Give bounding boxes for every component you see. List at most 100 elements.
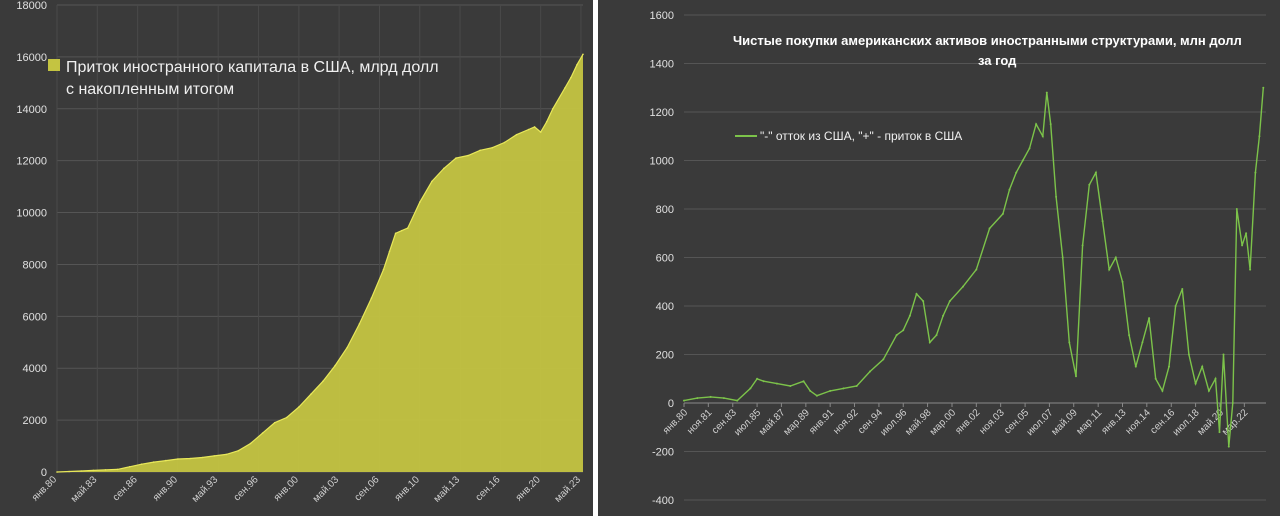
x-tick-label: сен.06 [353, 474, 382, 503]
data-point [829, 389, 832, 392]
data-point [1035, 123, 1038, 126]
data-point [1201, 365, 1204, 368]
x-tick-label: мар.11 [1074, 407, 1104, 437]
legend-label: "-" отток из США, "+" - приток в США [760, 129, 962, 143]
data-point [128, 466, 131, 468]
x-tick-label: май.13 [432, 474, 463, 505]
data-point [1008, 188, 1011, 191]
data-point [1041, 135, 1044, 138]
data-point [564, 87, 566, 89]
data-point [1045, 91, 1048, 94]
y-tick-label: 1600 [650, 10, 674, 22]
data-point [1101, 220, 1104, 223]
data-point [140, 463, 143, 466]
x-tick-label: сен.86 [111, 474, 140, 503]
data-point [68, 470, 70, 473]
x-tick-label: май.93 [190, 474, 221, 505]
data-point [1214, 377, 1217, 380]
data-point [902, 329, 905, 332]
y-tick-label: 0 [668, 398, 674, 410]
data-point [503, 141, 506, 144]
data-point [298, 406, 300, 408]
data-point [382, 268, 385, 271]
x-tick-label: ноя.03 [977, 407, 1007, 437]
data-point [908, 314, 911, 317]
y-tick-label: 6000 [23, 311, 47, 323]
x-tick-label: июл.18 [1171, 407, 1202, 438]
x-tick-label: янв.00 [272, 474, 301, 503]
data-point [1154, 377, 1157, 380]
data-point [1015, 171, 1018, 174]
data-point [1254, 171, 1257, 174]
data-point [261, 432, 264, 434]
data-point [756, 377, 759, 380]
x-tick-label: ноя.81 [685, 407, 715, 437]
data-point [443, 167, 445, 170]
data-point [1235, 208, 1238, 210]
y-tick-label: 1200 [650, 107, 674, 119]
x-tick-label: май.20 [1196, 407, 1227, 438]
data-point [928, 341, 931, 344]
data-point [455, 157, 457, 159]
data-point [80, 470, 82, 472]
data-point [1021, 159, 1024, 162]
data-point [776, 382, 778, 385]
data-point [406, 227, 409, 229]
data-point [552, 108, 554, 110]
x-tick-label: июл.07 [1025, 407, 1056, 438]
data-point [1121, 280, 1124, 283]
data-point [189, 457, 191, 460]
x-tick-label: мар.00 [928, 407, 959, 438]
data-point [1207, 389, 1210, 392]
data-point [570, 76, 572, 79]
data-point [1249, 268, 1252, 271]
cumulative-inflow-chart: 0 2000 4000 6000 8000 10000 12000 14000 16000 180… [0, 0, 593, 516]
data-point [1128, 334, 1131, 337]
data-point [1258, 135, 1261, 138]
data-point [1134, 365, 1137, 368]
data-point [683, 399, 685, 402]
y-tick-label: 600 [656, 253, 674, 265]
net-purchases-svg: -400 -200 0 200 400 600 800 1000 1200 1400 1600 янв… [650, 10, 1266, 507]
legend-label: с накопленным итогом [66, 81, 234, 98]
data-point [1094, 171, 1097, 174]
data-point [515, 133, 518, 136]
data-point [431, 180, 433, 183]
data-point [56, 471, 58, 473]
x-tick-label: май.98 [903, 407, 934, 438]
data-point [988, 227, 991, 230]
data-point [975, 268, 978, 271]
data-point [882, 358, 885, 361]
data-point [1055, 195, 1058, 198]
cumulative-inflow-svg: 0 2000 4000 6000 8000 10000 12000 14000 16000 180… [16, 0, 584, 505]
data-point [809, 389, 812, 392]
data-point [249, 442, 252, 445]
cumulative-inflow-line [56, 54, 584, 473]
y-tick-label: 200 [656, 350, 674, 362]
data-point [1049, 123, 1052, 126]
data-point [1075, 375, 1077, 378]
data-point [152, 461, 155, 463]
x-tick-label: май.03 [311, 474, 342, 505]
y-tick-label: 2000 [23, 415, 47, 427]
data-point [722, 397, 725, 400]
net-purchases-chart: -400 -200 0 200 400 600 800 1000 1200 1400 1600 янв… [598, 0, 1280, 516]
data-point [1241, 244, 1244, 247]
data-point [1218, 431, 1221, 434]
data-point [177, 458, 179, 460]
y-tick-label: 8000 [23, 259, 47, 271]
y-tick-label: 4000 [23, 363, 47, 375]
data-point [789, 385, 792, 387]
data-point [1187, 353, 1190, 356]
y-tick-label: 400 [656, 301, 674, 313]
y-tick-label: 12000 [16, 156, 47, 168]
data-point [1108, 268, 1111, 271]
data-point [419, 201, 421, 203]
x-tick-label: янв.91 [807, 407, 836, 436]
data-point [165, 459, 167, 462]
data-point [696, 397, 699, 400]
x-tick-label: янв.80 [661, 407, 690, 436]
data-point [322, 380, 324, 383]
data-point [346, 346, 349, 349]
x-tick-label: янв.02 [953, 407, 982, 436]
